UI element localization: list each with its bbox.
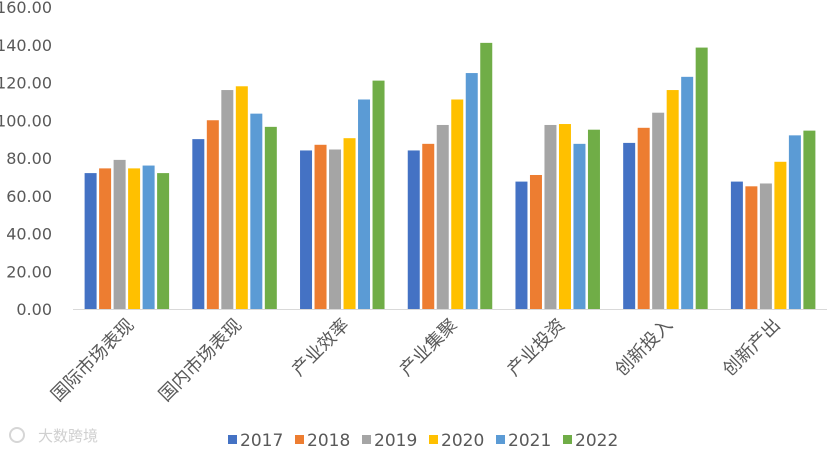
legend-swatch-2019 xyxy=(362,435,371,444)
bar-2019-1 xyxy=(221,90,234,309)
bar-2017-1 xyxy=(192,139,205,309)
legend-label: 2021 xyxy=(508,431,551,451)
bar-2019-0 xyxy=(113,159,126,309)
bar-2021-1 xyxy=(250,113,263,309)
bar-2021-5 xyxy=(681,76,694,310)
bar-2020-4 xyxy=(558,124,571,310)
bar-2019-4 xyxy=(544,124,557,309)
bar-2021-0 xyxy=(142,165,155,309)
y-tick-label: 140.00 xyxy=(0,36,52,55)
bar-2021-2 xyxy=(358,99,371,309)
bar-2022-5 xyxy=(695,47,708,310)
bar-2018-2 xyxy=(314,144,327,309)
x-tick-label: 产业效率 xyxy=(288,315,354,381)
legend-swatch-2022 xyxy=(563,435,572,444)
legend-swatch-2018 xyxy=(295,435,304,444)
watermark: 大数跨境 xyxy=(9,427,98,445)
x-tick-label: 创新产出 xyxy=(719,315,785,381)
y-tick-label: 20.00 xyxy=(6,262,52,281)
legend-swatch-2017 xyxy=(228,435,237,444)
bar-2018-1 xyxy=(206,120,219,309)
y-tick-label: 80.00 xyxy=(6,149,52,168)
bar-2020-1 xyxy=(235,86,248,310)
bar-2019-5 xyxy=(652,112,665,309)
bar-2018-4 xyxy=(529,174,542,309)
y-tick-label: 60.00 xyxy=(6,187,52,206)
x-tick-label: 国内市场表现 xyxy=(155,315,246,406)
bar-2021-6 xyxy=(788,135,801,309)
y-tick-label: 100.00 xyxy=(0,111,52,130)
bar-2021-4 xyxy=(573,143,586,309)
x-tick-label: 创新投入 xyxy=(611,315,677,381)
bar-2022-4 xyxy=(587,129,600,309)
bar-2019-3 xyxy=(436,124,449,309)
bar-2018-3 xyxy=(422,143,435,309)
legend-label: 2022 xyxy=(575,431,618,451)
legend-label: 2018 xyxy=(307,431,350,451)
bar-2021-3 xyxy=(465,73,478,309)
y-tick-label: 0.00 xyxy=(16,300,52,319)
x-tick-label: 产业集聚 xyxy=(396,315,462,381)
bar-2018-0 xyxy=(99,168,112,309)
x-tick-label: 产业投资 xyxy=(503,315,569,381)
legend-label: 2020 xyxy=(441,431,484,451)
legend-swatch-2020 xyxy=(429,435,438,444)
bar-2020-3 xyxy=(451,99,464,309)
bar-2020-0 xyxy=(128,168,141,309)
bar-2022-1 xyxy=(264,126,277,309)
bar-2018-6 xyxy=(745,186,758,309)
watermark-text: 大数跨境 xyxy=(38,427,98,445)
y-tick-label: 160.00 xyxy=(0,0,52,17)
y-tick-label: 40.00 xyxy=(6,225,52,244)
x-tick-label: 国际市场表现 xyxy=(47,315,138,406)
bar-2017-2 xyxy=(300,150,313,309)
legend-label: 2019 xyxy=(374,431,417,451)
legend-layer: 2017 2018 2019 2020 2021 2022 xyxy=(228,431,618,451)
bar-2022-0 xyxy=(157,173,170,309)
bar-2020-6 xyxy=(774,161,787,309)
bar-2020-2 xyxy=(343,138,356,309)
bar-2022-2 xyxy=(372,80,385,309)
bar-2022-6 xyxy=(803,130,816,309)
bar-2017-5 xyxy=(623,142,636,309)
bar-2019-2 xyxy=(329,149,342,309)
bar-2022-3 xyxy=(480,42,493,310)
bar-2020-5 xyxy=(666,90,679,309)
bar-2018-5 xyxy=(637,127,650,309)
bar-2017-0 xyxy=(84,173,97,309)
legend-swatch-2021 xyxy=(496,435,505,444)
bar-2019-6 xyxy=(759,183,772,309)
bars-layer xyxy=(84,42,816,310)
watermark-logo-icon xyxy=(9,427,25,443)
legend-label: 2017 xyxy=(240,431,283,451)
y-tick-label: 120.00 xyxy=(0,74,52,93)
bar-2017-3 xyxy=(407,150,420,309)
bar-2017-6 xyxy=(730,181,743,309)
bar-2017-4 xyxy=(515,181,528,309)
